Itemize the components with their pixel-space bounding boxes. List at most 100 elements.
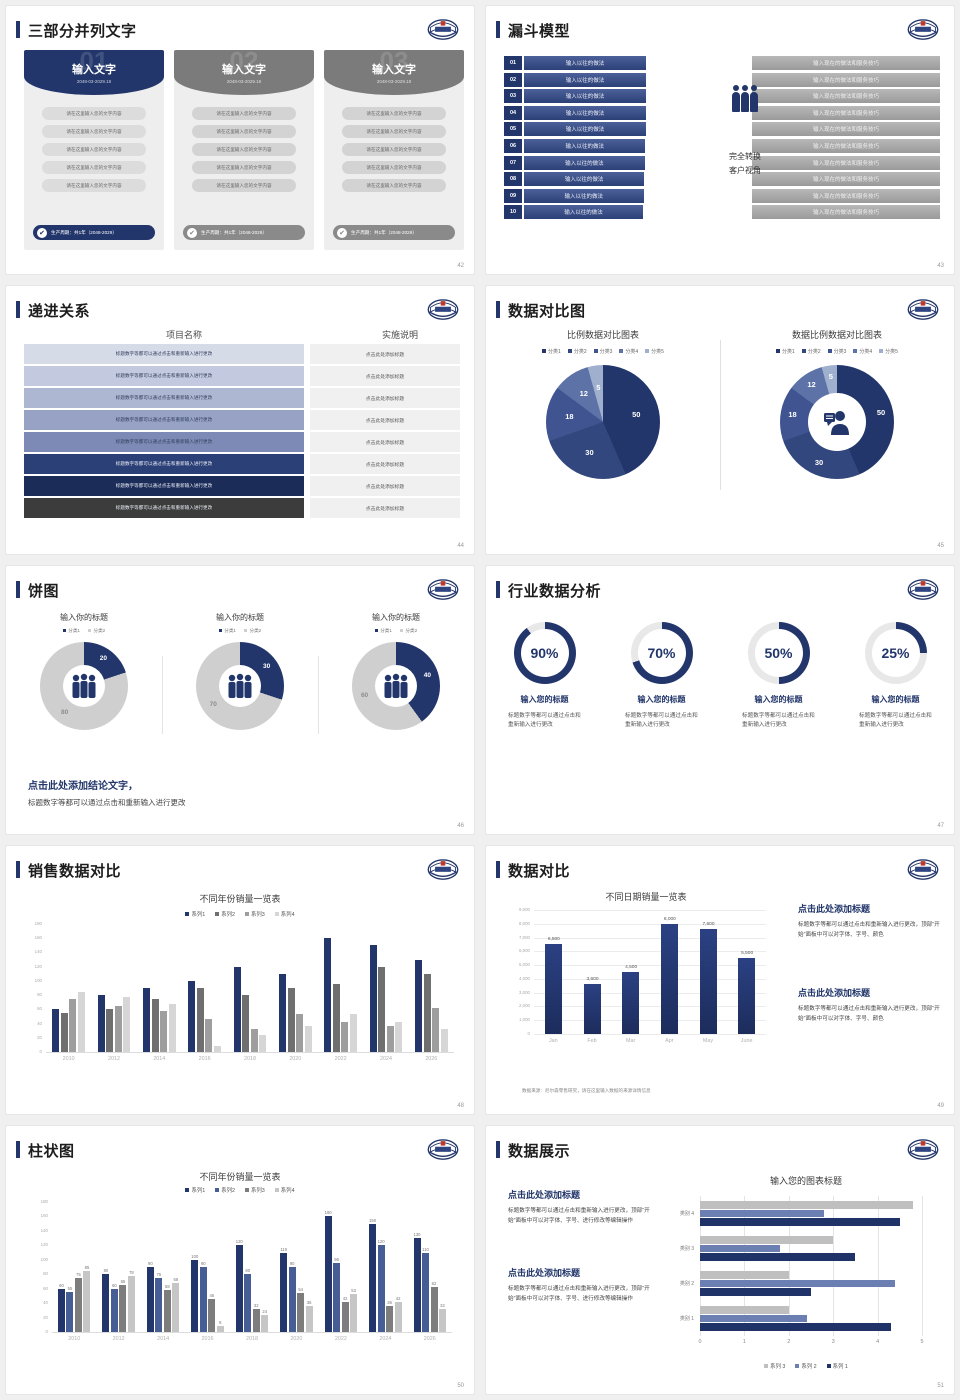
funnel-row[interactable]: 07 输入以往的做法 xyxy=(504,155,646,170)
bar[interactable] xyxy=(324,1216,332,1332)
funnel-right-bar[interactable]: 输入现在的做法和服务技巧 xyxy=(752,138,940,153)
list-item[interactable]: 请在这里输入您的文字内容 xyxy=(42,143,146,156)
funnel-row[interactable]: 04 输入以往的做法 xyxy=(504,105,646,120)
bar[interactable] xyxy=(395,1022,403,1052)
bar[interactable] xyxy=(333,1262,341,1332)
bar[interactable] xyxy=(242,995,250,1052)
bar[interactable] xyxy=(213,1046,221,1052)
slide-45[interactable]: 数据对比图 比例数据对比图表 分类1 分类2 分类3 分类4 分类5 50 30 18 12 5… xyxy=(486,286,954,554)
bar[interactable] xyxy=(394,1301,402,1332)
row-description[interactable]: 点击此处添加标题 xyxy=(310,410,460,430)
bar[interactable] xyxy=(622,972,640,1034)
bar[interactable] xyxy=(160,1010,168,1052)
bar[interactable] xyxy=(700,1288,811,1296)
donut-chart[interactable]: 40 60 xyxy=(351,642,440,730)
row-description[interactable]: 点击此处添加标题 xyxy=(310,432,460,452)
list-item[interactable]: 请在这里输入您的文字内容 xyxy=(342,107,446,120)
bar[interactable] xyxy=(97,995,105,1052)
funnel-row[interactable]: 10 输入以往的做法 xyxy=(504,205,646,220)
bar[interactable] xyxy=(188,980,196,1052)
row-bar[interactable]: 标题数字等都可以通过点击和重新输入进行更改 xyxy=(24,476,304,496)
list-item[interactable]: 请在这里输入您的文字内容 xyxy=(42,161,146,174)
bar[interactable] xyxy=(191,1259,199,1332)
funnel-bar[interactable]: 输入以往的做法 xyxy=(524,155,645,170)
bar[interactable] xyxy=(332,983,340,1052)
bar[interactable] xyxy=(205,1019,213,1052)
bar[interactable] xyxy=(700,1201,914,1209)
funnel-row[interactable]: 09 输入以往的做法 xyxy=(504,188,646,203)
row-description[interactable]: 点击此处添加标题 xyxy=(310,344,460,364)
funnel-row[interactable]: 01 输入以往的做法 xyxy=(504,56,646,70)
bar[interactable] xyxy=(279,973,287,1052)
bar[interactable] xyxy=(102,1274,110,1332)
bar[interactable] xyxy=(700,1253,856,1261)
list-item[interactable]: 请在这里输入您的文字内容 xyxy=(192,161,296,174)
bar[interactable] xyxy=(196,988,204,1052)
row-bar[interactable]: 标题数字等都可以通过点击和重新输入进行更改 xyxy=(24,388,304,408)
card-footer[interactable]: ✔ 生产周期：共1年（2048-2029） xyxy=(183,225,305,240)
bar[interactable] xyxy=(287,988,295,1052)
card[interactable]: 02 输入文字 2048-03-2029.18 请在这里输入您的文字内容 请在这里输入您… xyxy=(174,50,314,250)
bar[interactable] xyxy=(413,1238,421,1332)
row-description[interactable]: 点击此处添加标题 xyxy=(310,388,460,408)
slide-50[interactable]: 柱状图 不同年份销量一览表 系列1 系列2 系列3 系列4 0 20 40 60 80 100 1… xyxy=(6,1126,474,1394)
bar[interactable] xyxy=(422,1252,430,1332)
card[interactable]: 03 输入文字 2048-03-2029.18 请在这里输入您的文字内容 请在这里输入您… xyxy=(324,50,464,250)
bar[interactable] xyxy=(163,1290,171,1332)
bar[interactable] xyxy=(699,929,717,1034)
funnel-row[interactable]: 03 输入以往的做法 xyxy=(504,89,646,104)
bar[interactable] xyxy=(244,1274,252,1332)
bar[interactable] xyxy=(349,1014,357,1052)
bar[interactable] xyxy=(235,1245,243,1332)
bar[interactable] xyxy=(172,1282,180,1332)
bar[interactable] xyxy=(386,1026,394,1052)
bar[interactable] xyxy=(439,1308,447,1332)
funnel-bar[interactable]: 输入以往的做法 xyxy=(524,72,646,87)
bar[interactable] xyxy=(700,1279,896,1288)
bar[interactable] xyxy=(259,1034,267,1052)
funnel-bar[interactable]: 输入以往的做法 xyxy=(524,188,644,203)
funnel-right-bar[interactable]: 输入现在的做法和服务技巧 xyxy=(752,89,940,104)
funnel-right-bar[interactable]: 输入现在的做法和服务技巧 xyxy=(752,205,940,220)
bar[interactable] xyxy=(700,1244,780,1253)
slide-51[interactable]: 数据展示 点击此处添加标题 标题数字等都可以通过点击和重新输入进行更改，顶部“开… xyxy=(486,1126,954,1394)
row-bar[interactable]: 标题数字等都可以通过点击和重新输入进行更改 xyxy=(24,454,304,474)
bar[interactable] xyxy=(700,1314,807,1323)
donut-chart[interactable]: 20 80 xyxy=(39,642,128,730)
row-bar[interactable]: 标题数字等都可以通过点击和重新输入进行更改 xyxy=(24,410,304,430)
bar[interactable] xyxy=(700,1209,825,1218)
funnel-right-bar[interactable]: 输入现在的做法和服务技巧 xyxy=(752,72,940,87)
bar[interactable] xyxy=(305,1306,313,1332)
bar[interactable] xyxy=(199,1267,207,1332)
bar[interactable] xyxy=(57,1288,65,1332)
bar[interactable] xyxy=(110,1288,118,1332)
list-item[interactable]: 请在这里输入您的文字内容 xyxy=(342,143,446,156)
bar[interactable] xyxy=(700,1236,834,1244)
bar[interactable] xyxy=(386,1306,394,1332)
slide-43[interactable]: 漏斗模型 01 输入以往的做法 02 输入以往的做法 03 输入以往的做法 04 输入以往的做… xyxy=(486,6,954,274)
funnel-bar[interactable]: 输入以往的做法 xyxy=(524,172,645,187)
bar[interactable] xyxy=(261,1314,269,1332)
bar[interactable] xyxy=(738,958,756,1034)
bar[interactable] xyxy=(208,1298,216,1332)
bar[interactable] xyxy=(432,1007,440,1052)
funnel-right-bar[interactable]: 输入现在的做法和服务技巧 xyxy=(752,188,940,203)
row-description[interactable]: 点击此处添加标题 xyxy=(310,366,460,386)
bar[interactable] xyxy=(341,1022,349,1052)
bar[interactable] xyxy=(127,1275,135,1332)
bar[interactable] xyxy=(341,1301,349,1332)
bar[interactable] xyxy=(324,938,332,1052)
bar[interactable] xyxy=(216,1326,224,1332)
funnel-bar[interactable]: 输入以往的做法 xyxy=(524,138,646,153)
bar[interactable] xyxy=(168,1003,176,1052)
bar[interactable] xyxy=(83,1270,91,1332)
bar[interactable] xyxy=(77,991,85,1052)
bar[interactable] xyxy=(440,1029,448,1052)
row-description[interactable]: 点击此处添加标题 xyxy=(310,476,460,496)
bar[interactable] xyxy=(660,923,678,1034)
bar[interactable] xyxy=(69,998,77,1052)
funnel-row[interactable]: 08 输入以往的做法 xyxy=(504,172,646,187)
funnel-row[interactable]: 05 输入以往的做法 xyxy=(504,122,646,137)
table-row[interactable]: 标题数字等都可以通过点击和重新输入进行更改 xyxy=(24,476,304,496)
table-row[interactable]: 标题数字等都可以通过点击和重新输入进行更改 xyxy=(24,498,304,518)
